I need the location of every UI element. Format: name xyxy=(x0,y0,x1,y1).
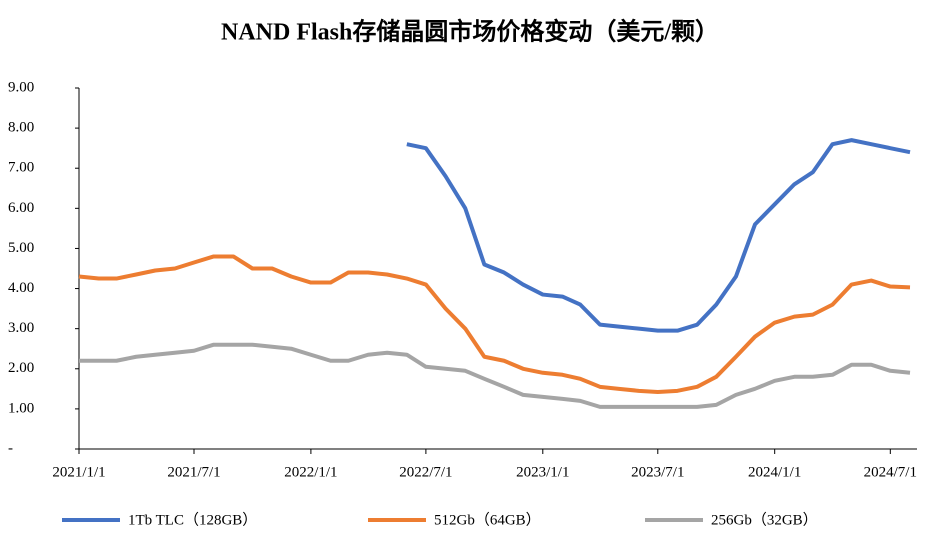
y-tick-label: 4.00 xyxy=(8,280,34,296)
x-tick-label: 2022/1/1 xyxy=(284,464,337,480)
y-tick-label: 1.00 xyxy=(8,400,34,416)
line-series xyxy=(406,138,911,333)
x-tick-label: 2024/7/1 xyxy=(864,464,917,480)
legend-label: 512Gb（64GB） xyxy=(434,511,541,528)
legend-label: 1Tb TLC（128GB） xyxy=(128,511,257,528)
x-tick-label: 2021/7/1 xyxy=(167,464,220,480)
y-tick-label: 6.00 xyxy=(8,200,34,216)
y-tick-label: 7.00 xyxy=(8,160,34,176)
y-tick-label: 5.00 xyxy=(8,240,34,256)
x-tick-label: 2022/7/1 xyxy=(399,464,452,480)
y-tick-label: 8.00 xyxy=(8,120,34,136)
line-series xyxy=(78,254,911,395)
x-tick-label: 2023/7/1 xyxy=(631,464,684,480)
x-tick-label: 2024/1/1 xyxy=(748,464,801,480)
x-tick-label: 2023/1/1 xyxy=(516,464,569,480)
y-tick-label: 2.00 xyxy=(8,360,34,376)
chart-title: NAND Flash存储晶圆市场价格变动（美元/颗） xyxy=(221,18,719,46)
y-tick-label: 9.00 xyxy=(8,79,34,95)
legend-label: 256Gb（32GB） xyxy=(711,511,818,528)
x-tick-label: 2021/1/1 xyxy=(52,464,105,480)
y-tick-label: 3.00 xyxy=(8,320,34,336)
y-tick-label: - xyxy=(8,440,13,456)
line-series xyxy=(79,342,911,409)
